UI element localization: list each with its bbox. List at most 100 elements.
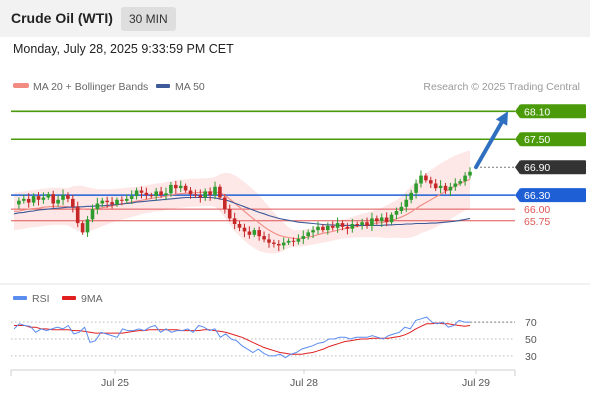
candle-up [296, 238, 301, 242]
target-level-label: 67.50 [524, 134, 550, 146]
rsi-tick-label: 70 [525, 317, 537, 329]
candle-up [301, 236, 306, 239]
candle-down [75, 206, 80, 224]
candle-down [193, 194, 198, 196]
candlesticks [17, 167, 472, 252]
target-level-badge [520, 104, 586, 119]
candle-up [286, 240, 291, 243]
forecast-arrow-shaft [474, 120, 504, 170]
candle-down [384, 217, 389, 223]
candle-down [159, 191, 163, 196]
candle-up [56, 199, 60, 204]
candle-down [340, 223, 345, 227]
candle-down [110, 202, 114, 205]
candle-down [237, 224, 242, 228]
candle-up [252, 230, 257, 235]
candle-down [105, 200, 109, 203]
candle-down [66, 195, 70, 199]
candle-down [291, 240, 296, 242]
candle-up [350, 224, 355, 229]
candle-up [95, 203, 100, 210]
candle-down [208, 191, 212, 196]
level-label-pointer [515, 132, 520, 147]
candle-down [71, 198, 75, 207]
candle-up [311, 230, 315, 233]
ma20-line [13, 178, 471, 240]
main-legend: MA 20 + Bollinger Bands MA 50 Research ©… [13, 81, 580, 93]
candle-up [409, 192, 413, 200]
candle-up [394, 211, 399, 215]
candle-down [443, 185, 448, 191]
rsi-tick-label: 50 [525, 334, 537, 346]
candle-up [164, 193, 168, 196]
candle-down [321, 226, 325, 231]
level-label-pointer [515, 104, 520, 119]
candle-up [85, 219, 90, 233]
candle-down [149, 195, 154, 197]
x-tick-label: Jul 28 [290, 377, 318, 389]
candle-up [326, 225, 330, 231]
candle-down [174, 184, 178, 189]
candle-down [227, 209, 232, 219]
ma50-legend-swatch [156, 84, 170, 88]
candle-down [247, 231, 252, 235]
candle-down [365, 222, 369, 226]
candle-up [453, 183, 458, 187]
candle-down [429, 180, 433, 184]
candle-down [198, 195, 203, 198]
candle-up [17, 200, 21, 205]
candle-up [213, 186, 217, 196]
x-tick-label: Jul 25 [101, 377, 129, 389]
support-level-label: 65.75 [524, 216, 550, 228]
candle-up [389, 214, 394, 223]
candle-down [26, 198, 31, 203]
candle-up [125, 198, 129, 201]
current-level-badge [520, 160, 586, 175]
candle-up [90, 209, 95, 220]
bollinger-bands [14, 150, 470, 254]
candle-down [144, 192, 149, 196]
pivot-level-label: 66.30 [524, 190, 550, 202]
forecast-arrow-head [495, 111, 508, 126]
target-level-label: 68.10 [524, 106, 550, 118]
rsi-ma9-line [14, 322, 471, 355]
candle-up [316, 226, 320, 231]
candle-up [438, 185, 443, 189]
candle-up [31, 196, 36, 203]
candle-down [330, 225, 335, 228]
x-axis: Jul 25 Jul 28 Jul 29 [10, 369, 516, 389]
ma50-legend-label: MA 50 [175, 81, 205, 93]
candle-down [139, 190, 144, 193]
candle-up [100, 200, 105, 204]
candle-up [404, 199, 409, 207]
candle-down [277, 244, 281, 246]
candle-down [272, 242, 276, 244]
candle-down [188, 190, 193, 195]
candle-up [129, 196, 134, 199]
candle-down [51, 194, 55, 204]
candle-down [345, 226, 350, 229]
candle-up [379, 217, 384, 222]
candle-up [463, 175, 467, 182]
timeframe-button[interactable]: 30 MIN [121, 7, 176, 31]
moving-averages [13, 178, 471, 240]
current-level-label: 66.90 [524, 162, 550, 174]
rsi-tick-label: 30 [525, 351, 537, 363]
candle-down [267, 239, 271, 243]
candle-up [178, 185, 183, 189]
candle-up [458, 181, 462, 184]
candle-down [433, 183, 438, 189]
support-level-label: 66.00 [524, 204, 550, 216]
candle-down [120, 199, 124, 201]
rsi-line [13, 316, 470, 359]
candle-up [468, 171, 472, 176]
rsi-legend: RSI 9MA [13, 293, 103, 305]
candle-up [335, 223, 340, 228]
level-lines [11, 110, 515, 222]
candle-down [355, 224, 359, 225]
rsi-legend-label: RSI [32, 293, 50, 305]
target-level-badge [520, 132, 586, 147]
candle-up [448, 186, 453, 191]
candle-down [257, 230, 261, 237]
